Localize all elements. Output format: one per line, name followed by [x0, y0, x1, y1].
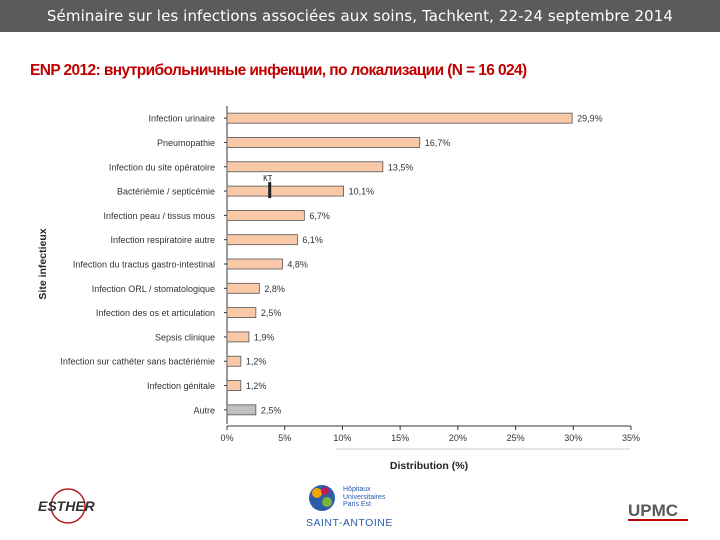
x-axis-label: Distribution (%) — [390, 460, 468, 472]
value-label: 6,1% — [302, 235, 323, 245]
value-label: 16,7% — [425, 138, 451, 148]
value-label: 1,2% — [246, 357, 267, 367]
category-label: Autre — [193, 405, 215, 415]
value-label: 13,5% — [388, 162, 414, 172]
bar — [226, 234, 298, 246]
value-label: 4,8% — [287, 260, 308, 270]
value-label: 2,5% — [261, 405, 282, 415]
kt-marker — [268, 182, 272, 199]
category-label: Sepsis clinique — [155, 332, 215, 342]
bar — [226, 209, 305, 221]
value-label: 29,9% — [577, 114, 603, 124]
bar — [226, 380, 242, 391]
esther-logo-text: ESTHER — [38, 498, 96, 514]
bar — [226, 282, 260, 294]
category-label: Infection ORL / stomatologique — [92, 284, 215, 294]
x-tick-label: 5% — [278, 433, 291, 443]
category-label: Infection sur cathéter sans bactériémie — [60, 357, 215, 367]
category-label: Bactériémie / septicémie — [117, 187, 215, 197]
slide-title: ENP 2012: внутрибольничные инфекции, по … — [30, 62, 527, 79]
bar — [226, 331, 250, 343]
saint-antoine-logo — [309, 485, 335, 511]
x-tick-label: 15% — [391, 433, 409, 443]
category-label: Infection urinaire — [148, 114, 215, 124]
hopitaux-text: Hôpitaux Universitaires Paris Est — [343, 486, 386, 508]
category-label: Infection du site opératoire — [109, 162, 215, 172]
value-label: 10,1% — [349, 187, 375, 197]
category-label: Infection du tractus gastro-intestinal — [73, 260, 215, 270]
category-label: Infection des os et articulation — [96, 308, 215, 318]
upmc-logo-text: UPMC — [628, 501, 678, 520]
value-label: 6,7% — [309, 211, 330, 221]
bar — [226, 258, 283, 270]
x-tick-label: 35% — [622, 433, 640, 443]
value-label: 2,8% — [264, 284, 285, 294]
bar — [226, 137, 421, 148]
value-label: 1,9% — [254, 332, 275, 342]
header-bar: Séminaire sur les infections associées a… — [0, 0, 720, 32]
x-tick-label: 30% — [564, 433, 582, 443]
bar — [226, 112, 573, 124]
value-label: 2,5% — [261, 308, 282, 318]
bar-chart: 0% 5% 10% 15% 20% 25% 30% 35% Distribution (%) Si… — [37, 106, 640, 472]
y-axis-label: Site infectieux — [37, 228, 49, 299]
category-label: Pneumopathie — [157, 138, 215, 148]
x-tick-label: 0% — [220, 433, 233, 443]
value-label: 1,2% — [246, 381, 267, 391]
esther-logo: ESTHER — [38, 488, 96, 524]
kt-annotation: KT — [263, 174, 273, 183]
bar — [226, 161, 384, 173]
bar — [226, 355, 242, 367]
x-tick-label: 20% — [449, 433, 467, 443]
category-label: Infection peau / tissus mous — [103, 211, 215, 221]
x-tick-label: 25% — [507, 433, 525, 443]
category-label: Infection génitale — [147, 381, 215, 391]
bar — [226, 404, 257, 416]
category-label: Infection respiratoire autre — [110, 235, 215, 245]
saint-antoine-text: SAINT-ANTOINE — [306, 517, 393, 529]
bar — [226, 307, 257, 319]
x-tick-label: 10% — [333, 433, 351, 443]
upmc-logo: UPMC — [628, 501, 688, 521]
header-text: Séminaire sur les infections associées a… — [46, 7, 674, 25]
bar — [226, 185, 344, 197]
